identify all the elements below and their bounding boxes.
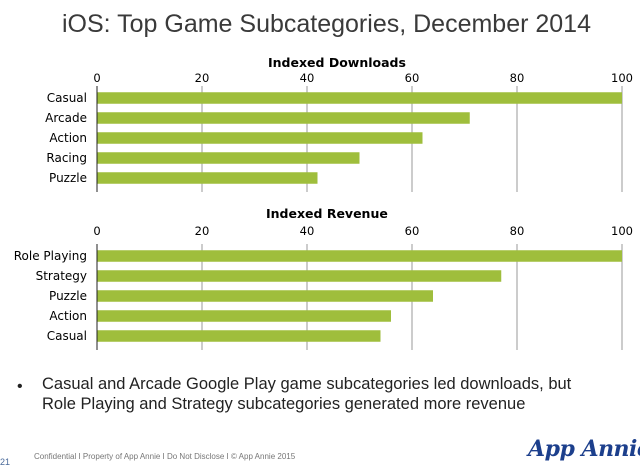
x-tick-label: 20 — [195, 71, 210, 85]
bar — [97, 112, 470, 124]
x-tick-label: 20 — [195, 224, 210, 238]
category-label: Casual — [47, 91, 87, 105]
revenue-chart-title: Indexed Revenue — [266, 206, 388, 221]
slide-title: iOS: Top Game Subcategories, December 20… — [62, 10, 591, 38]
x-tick-label: 60 — [405, 224, 420, 238]
page-number: 21 — [0, 457, 11, 467]
x-tick-label: 100 — [611, 224, 633, 238]
app-annie-logo: App Annie — [528, 436, 640, 462]
x-tick-label: 0 — [93, 224, 100, 238]
x-tick-label: 80 — [510, 224, 525, 238]
chart-1: 0 20 40 60 80 100 Role Playing Strategy Puzzle Ac… — [14, 224, 633, 350]
chart-0: 0 20 40 60 80 100 Casual Arcade Action Racing Puzz… — [45, 71, 633, 192]
x-tick-label: 100 — [611, 71, 633, 85]
bar — [97, 152, 360, 164]
category-label: Role Playing — [14, 249, 87, 263]
downloads-chart-title: Indexed Downloads — [268, 55, 406, 70]
x-tick-label: 80 — [510, 71, 525, 85]
category-label: Arcade — [45, 111, 87, 125]
bar — [97, 250, 622, 262]
x-tick-label: 0 — [93, 71, 100, 85]
x-tick-label: 60 — [405, 71, 420, 85]
bar — [97, 132, 423, 144]
x-tick-label: 40 — [300, 71, 315, 85]
bar — [97, 92, 622, 104]
bullet-marker: • — [17, 378, 23, 395]
category-label: Racing — [46, 151, 87, 165]
bar — [97, 310, 391, 322]
category-label: Puzzle — [49, 171, 87, 185]
category-label: Puzzle — [49, 289, 87, 303]
category-label: Action — [49, 131, 87, 145]
summary-bullet: Casual and Arcade Google Play game subca… — [42, 375, 572, 413]
footer-text: Confidential I Property of App Annie I D… — [34, 452, 296, 461]
bar — [97, 290, 433, 302]
x-tick-label: 40 — [300, 224, 315, 238]
bar — [97, 172, 318, 184]
bar — [97, 330, 381, 342]
category-label: Casual — [47, 329, 87, 343]
category-label: Action — [49, 309, 87, 323]
bar — [97, 270, 502, 282]
category-label: Strategy — [36, 269, 87, 283]
